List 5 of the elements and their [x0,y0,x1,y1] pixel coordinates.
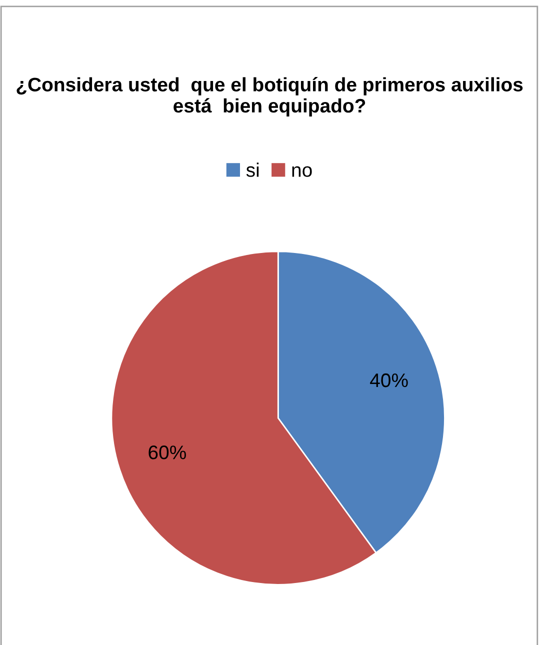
legend-label: no [292,166,312,177]
data-label: 60% [148,446,186,460]
data-label: 40% [370,373,408,388]
legend-label: si [246,162,259,177]
chart-title: ¿Considera usted que el botiquín de primeros auxilios está bien equipado? [16,77,523,116]
